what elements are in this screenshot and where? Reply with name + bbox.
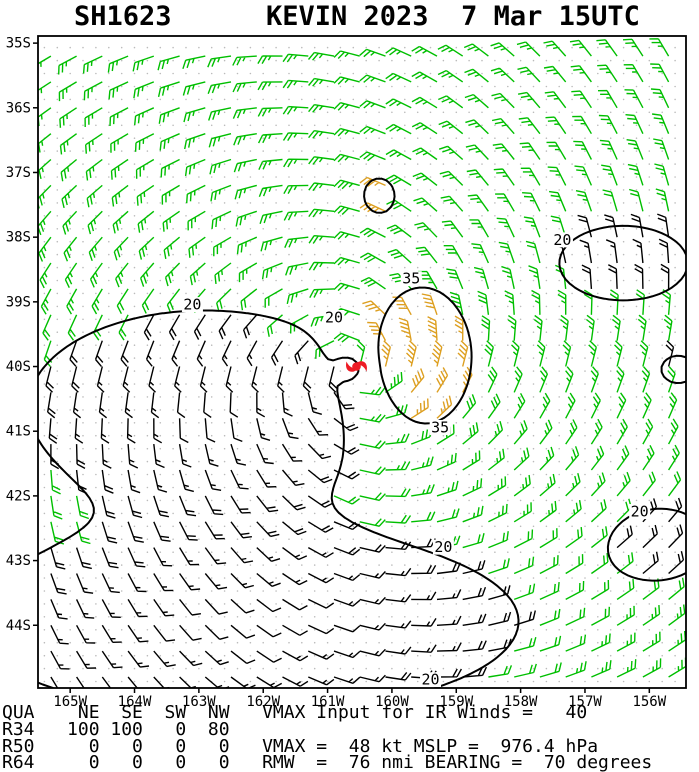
y-tick-label: 35S <box>6 36 31 52</box>
contour-labels: 20 20 35 35 20 20 20 20 <box>181 231 651 689</box>
contour-label-mask <box>181 297 203 313</box>
contour-label-mask <box>323 310 345 326</box>
x-tick-label: 165W <box>53 694 87 710</box>
y-tick-label: 40S <box>6 359 31 375</box>
contour-label-mask <box>420 672 442 688</box>
contour-label-mask <box>429 419 451 435</box>
storm-name-date-title: KEVIN 2023 7 Mar 15UTC <box>266 1 640 32</box>
y-tick-label: 42S <box>6 488 31 504</box>
x-tick-label: 163W <box>182 694 216 710</box>
axes: 165W 164W 163W 162W 161W 160W 159W 158W 157W 156W… <box>6 35 687 710</box>
contour-label-mask <box>400 271 422 287</box>
x-tick-label: 156W <box>632 694 666 710</box>
y-tick-label: 38S <box>6 230 31 246</box>
y-tick-label: 39S <box>6 294 31 310</box>
y-tick-label: 44S <box>6 618 31 634</box>
wind-barb-map: 20 20 35 35 20 20 20 20 165W 164W 163W 162W 161W 160W… <box>6 35 687 710</box>
x-tick-label: 162W <box>246 694 280 710</box>
x-tick-label: 159W <box>439 694 473 710</box>
x-tick-label: 161W <box>311 694 345 710</box>
x-tick-label: 160W <box>375 694 409 710</box>
y-tick-label: 41S <box>6 424 31 440</box>
storm-id-title: SH1623 <box>74 1 172 32</box>
contour-label: 20 <box>325 309 343 327</box>
x-tick-label: 164W <box>118 694 152 710</box>
title-bar: SH1623 KEVIN 2023 7 Mar 15UTC <box>0 1 699 32</box>
contour-label: 20 <box>434 538 452 556</box>
contour-label: 20 <box>631 503 649 521</box>
contour-label-mask <box>551 232 573 248</box>
y-tick-label: 37S <box>6 165 31 181</box>
plot-border <box>37 35 687 689</box>
grid-dots <box>43 46 676 683</box>
contour-label: 35 <box>431 418 449 436</box>
y-tick-label: 36S <box>6 100 31 116</box>
contour-label: 20 <box>553 231 571 249</box>
contour-label: 20 <box>422 671 440 689</box>
quadrant-stats-text: QUA NE SE SW NW VMAX Input for IR Winds … <box>2 702 653 772</box>
contour-label: 20 <box>183 296 201 314</box>
contour-label-mask <box>629 504 651 520</box>
x-tick-label: 157W <box>568 694 602 710</box>
x-tick-label: 158W <box>504 694 538 710</box>
y-tick-label: 43S <box>6 553 31 569</box>
contour-label: 35 <box>402 270 420 288</box>
wind-barbs-under-20kt <box>45 213 685 688</box>
plot-area: 20 20 35 35 20 20 20 20 <box>38 38 686 689</box>
isotach-contours <box>38 177 686 688</box>
contour-label-mask <box>432 539 454 555</box>
wind-barbs-20-34kt <box>38 38 686 678</box>
cyclone-symbol <box>346 361 367 372</box>
